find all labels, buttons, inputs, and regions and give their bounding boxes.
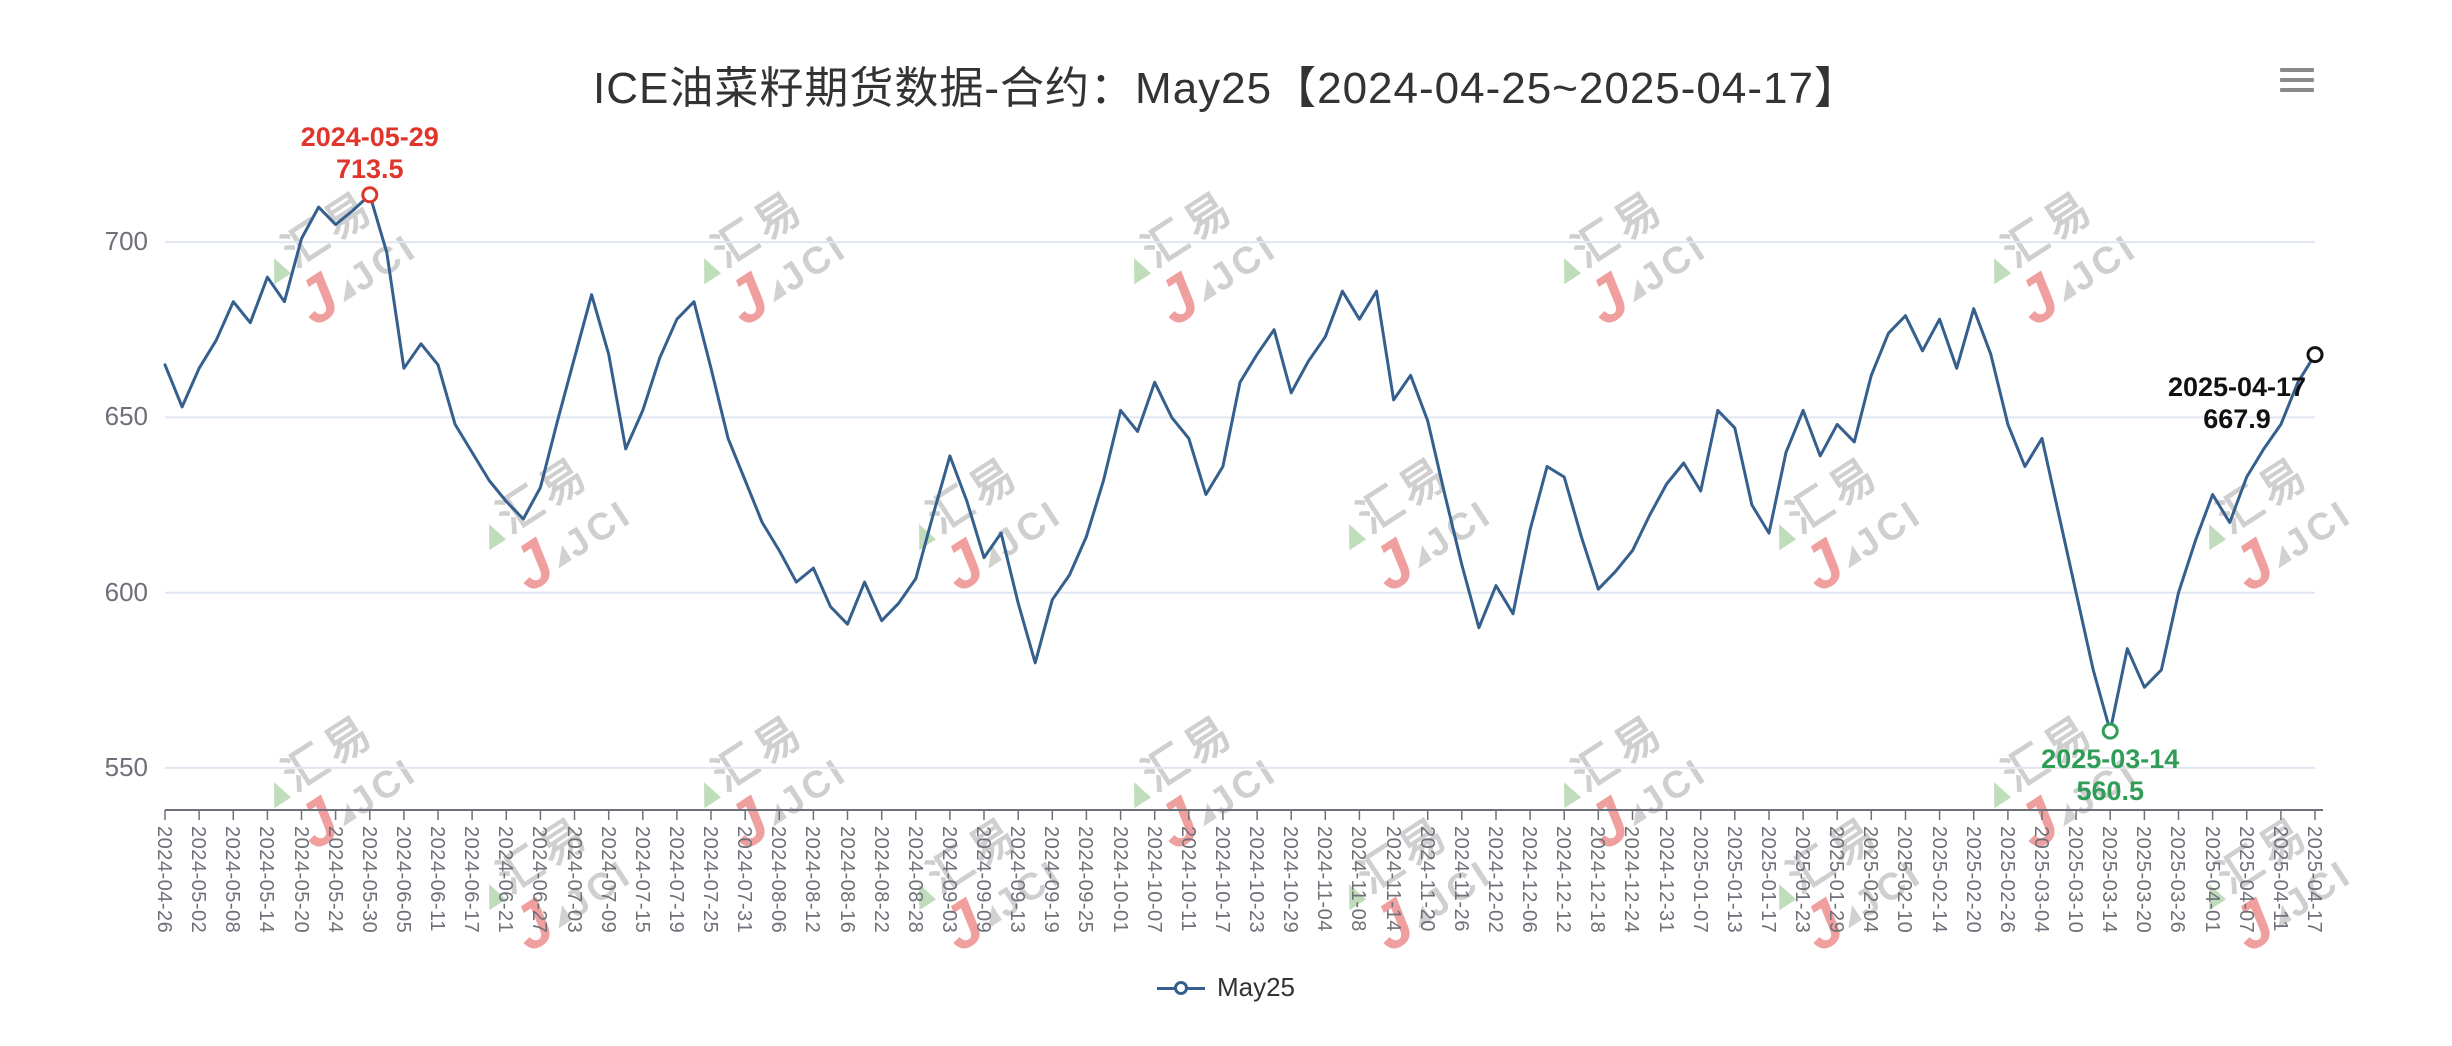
legend-line-icon xyxy=(1156,980,1205,996)
hamburger-bar xyxy=(2280,88,2314,92)
hamburger-menu-icon[interactable] xyxy=(2280,62,2314,98)
marker-last xyxy=(2306,346,2324,364)
page-title: ICE油菜籽期货数据-合约：May25【2024-04-25~2025-04-1… xyxy=(593,64,1859,113)
marker-max xyxy=(361,186,379,204)
hamburger-bar xyxy=(2280,68,2314,72)
marker-min xyxy=(2101,722,2119,740)
hamburger-bar xyxy=(2280,78,2314,82)
legend-label: May25 xyxy=(1216,972,1296,1002)
price-line xyxy=(163,193,2317,733)
legend-item-may25[interactable]: May25 xyxy=(1156,972,1296,1003)
